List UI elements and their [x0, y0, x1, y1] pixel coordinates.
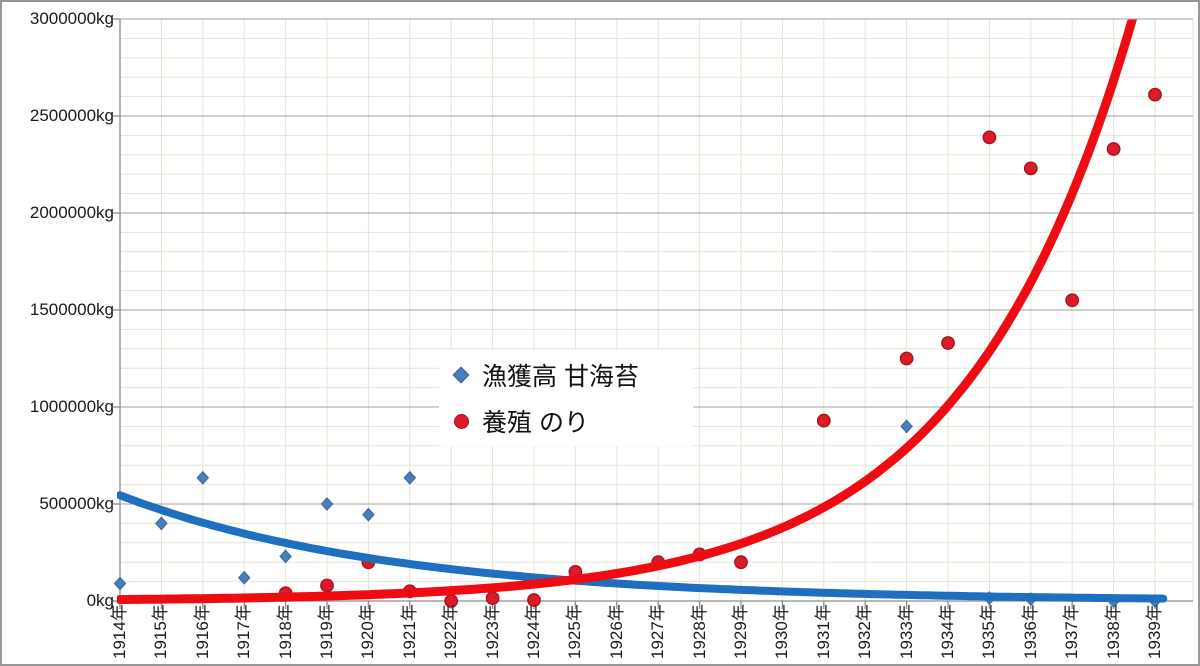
x-tick-label: 1929年 [731, 604, 750, 659]
data-point-diamond [900, 419, 913, 434]
data-point-circle [899, 351, 914, 366]
x-tick-label: 1926年 [606, 604, 626, 659]
y-tick-label: 1000000kg [29, 397, 114, 416]
x-tick-label: 1927年 [648, 604, 668, 659]
x-tick-label: 1935年 [979, 604, 999, 659]
legend-entry-farmed: 養殖 のり [453, 402, 693, 440]
x-tick-label: 1920年 [358, 604, 378, 659]
data-point-circle [734, 555, 748, 570]
y-tick-label: 500000kg [39, 494, 114, 513]
x-tick-label: 1936年 [1020, 604, 1040, 659]
chart-legend: 漁獲高 甘海苔 養殖 のり [439, 350, 693, 446]
x-tick-label: 1921年 [399, 604, 419, 659]
legend-entry-catch: 漁獲高 甘海苔 [452, 356, 693, 394]
circle-marker-icon [453, 413, 469, 429]
x-tick-label: 1916年 [192, 604, 212, 659]
data-point-circle [816, 413, 831, 428]
y-tick-label: 1500000kg [29, 300, 114, 319]
data-point-diamond [403, 470, 417, 485]
x-tick-label: 1917年 [234, 604, 254, 659]
trendline [117, 19, 1137, 604]
trendline [117, 491, 1168, 603]
x-tick-label: 1924年 [524, 604, 543, 659]
legend-label-farmed: 養殖 のり [482, 409, 589, 437]
data-point-circle [1023, 161, 1038, 176]
x-tick-label: 1931年 [813, 604, 833, 659]
y-tick-label: 3000000kg [29, 9, 114, 28]
x-tick-label: 1938年 [1103, 604, 1123, 659]
data-point-diamond [362, 507, 375, 522]
data-point-circle [320, 578, 334, 593]
legend-label-catch: 漁獲高 甘海苔 [482, 363, 639, 391]
x-tick-label: 1915年 [151, 604, 171, 659]
x-tick-label: 1932年 [855, 604, 875, 659]
data-point-circle [527, 593, 541, 607]
x-tick-label: 1914年 [110, 604, 129, 659]
data-point-diamond [113, 576, 127, 591]
data-point-diamond [320, 497, 334, 511]
data-point-circle [1106, 142, 1121, 156]
x-tick-label: 1933年 [896, 604, 916, 659]
data-point-diamond [196, 470, 210, 485]
x-tick-label: 1928年 [689, 604, 709, 659]
y-tick-label: 2500000kg [29, 106, 114, 125]
x-tick-label: 1923年 [482, 604, 502, 659]
data-point-circle [1065, 293, 1080, 308]
x-tick-label: 1919年 [317, 604, 336, 659]
legend-marker-box [453, 413, 469, 429]
x-tick-label: 1937年 [1062, 604, 1082, 659]
y-tick-label: 2000000kg [29, 203, 114, 222]
x-tick-label: 1918年 [275, 604, 295, 659]
data-point-circle [485, 591, 500, 605]
y-tick-label: 0kg [86, 591, 114, 610]
data-point-circle [982, 130, 997, 145]
x-tick-label: 1934年 [938, 604, 957, 659]
x-tick-label: 1925年 [565, 604, 585, 659]
diamond-marker-icon [452, 366, 470, 384]
x-tick-label: 1922年 [441, 604, 461, 659]
data-point-circle [1148, 87, 1162, 102]
data-point-diamond [155, 516, 168, 531]
data-point-circle [941, 336, 955, 350]
data-point-diamond [279, 549, 292, 564]
data-point-diamond [237, 570, 251, 585]
legend-marker-box [452, 366, 470, 384]
x-tick-label: 1930年 [772, 604, 792, 659]
x-tick-label: 1939年 [1145, 604, 1164, 659]
